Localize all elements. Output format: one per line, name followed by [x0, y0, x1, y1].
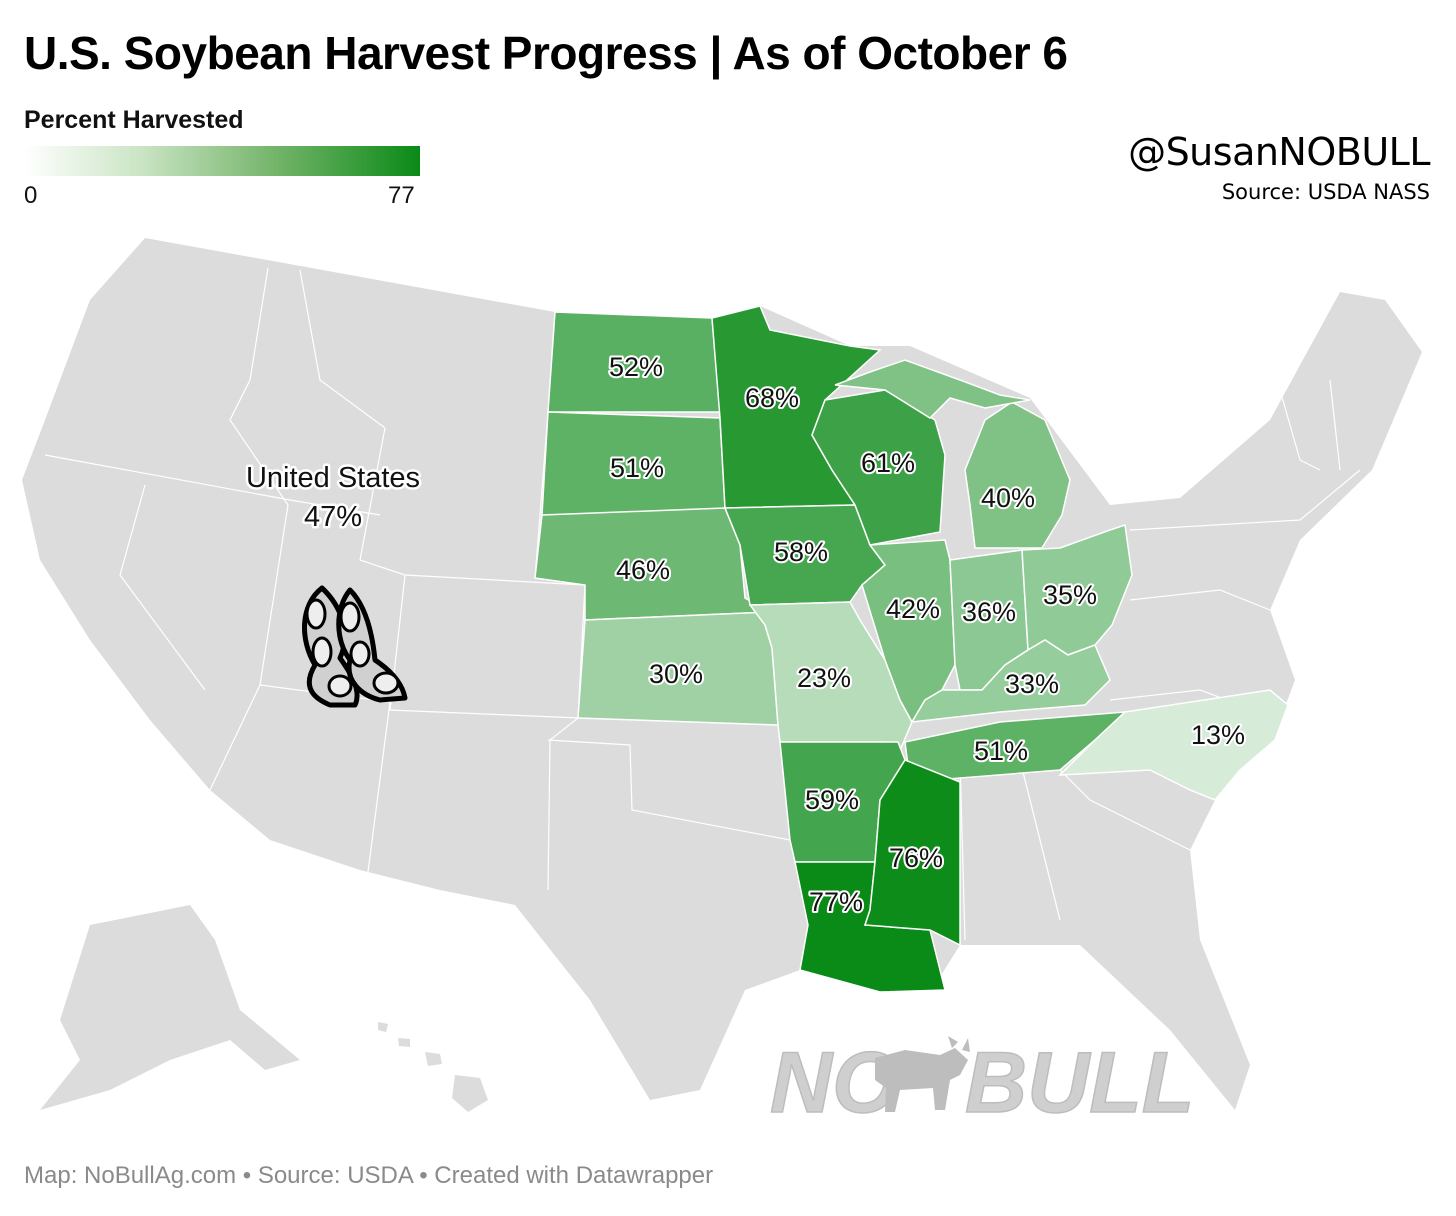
state-label-in: 36%: [962, 597, 1016, 627]
state-label-mn: 68%: [745, 383, 799, 413]
state-label-tn: 51%: [974, 736, 1028, 766]
state-label-ms: 76%: [889, 843, 943, 873]
state-borders: [44, 267, 1361, 941]
watermark-right: BULL: [965, 1035, 1194, 1131]
source-note: Source: USDA NASS: [1221, 180, 1430, 204]
soybean-pods-icon: [302, 585, 408, 708]
state-label-il: 42%: [886, 594, 940, 624]
footer-credit: Map: NoBullAg.com • Source: USDA • Creat…: [24, 1162, 714, 1189]
state-label-ia: 58%: [774, 537, 828, 567]
state-label-nd: 52%: [609, 352, 663, 382]
state-mi-upper[interactable]: [834, 359, 1031, 419]
state-label-mo: 23%: [797, 663, 851, 693]
state-label-ky: 33%: [1005, 669, 1059, 699]
state-mi-lower[interactable]: [964, 401, 1071, 549]
alaska: [40, 905, 300, 1110]
state-ms[interactable]: [863, 759, 961, 947]
legend-max: 77: [388, 182, 415, 209]
bull-icon: [875, 1036, 970, 1112]
state-label-wi: 61%: [861, 448, 915, 478]
hawaii-big-island: [452, 1075, 488, 1112]
national-value: 47%: [304, 501, 362, 533]
author-handle: @SusanNOBULL: [1128, 130, 1430, 174]
national-summary: United States 47%: [243, 460, 422, 536]
national-name: United States: [246, 462, 420, 494]
legend-min: 0: [24, 182, 38, 209]
state-label-ne: 46%: [616, 555, 670, 585]
state-nc[interactable]: [1058, 689, 1289, 801]
state-ky[interactable]: [910, 639, 1111, 723]
harvest-states: [534, 305, 1289, 993]
legend-title: Percent Harvested: [24, 106, 244, 134]
watermark-left: NO: [770, 1035, 899, 1131]
hawaii-kauai: [378, 1022, 388, 1032]
state-label-ks: 30%: [649, 659, 703, 689]
state-label-nc: 13%: [1191, 720, 1245, 750]
state-label-oh: 35%: [1043, 580, 1097, 610]
state-label-mi: 40%: [981, 483, 1035, 513]
state-label-la: 77%: [809, 887, 863, 917]
page-title: U.S. Soybean Harvest Progress | As of Oc…: [24, 27, 1068, 79]
hawaii-maui: [425, 1052, 442, 1066]
nobull-watermark: NO BULL: [769, 1034, 1195, 1132]
legend-gradient: [24, 146, 420, 176]
hawaii-oahu: [398, 1038, 410, 1047]
state-label-ar: 59%: [805, 785, 859, 815]
state-labels: 52% 68% 51% 61% 40% 58% 46% 35% 42% 36% …: [607, 350, 1247, 919]
state-label-sd: 51%: [610, 453, 664, 483]
